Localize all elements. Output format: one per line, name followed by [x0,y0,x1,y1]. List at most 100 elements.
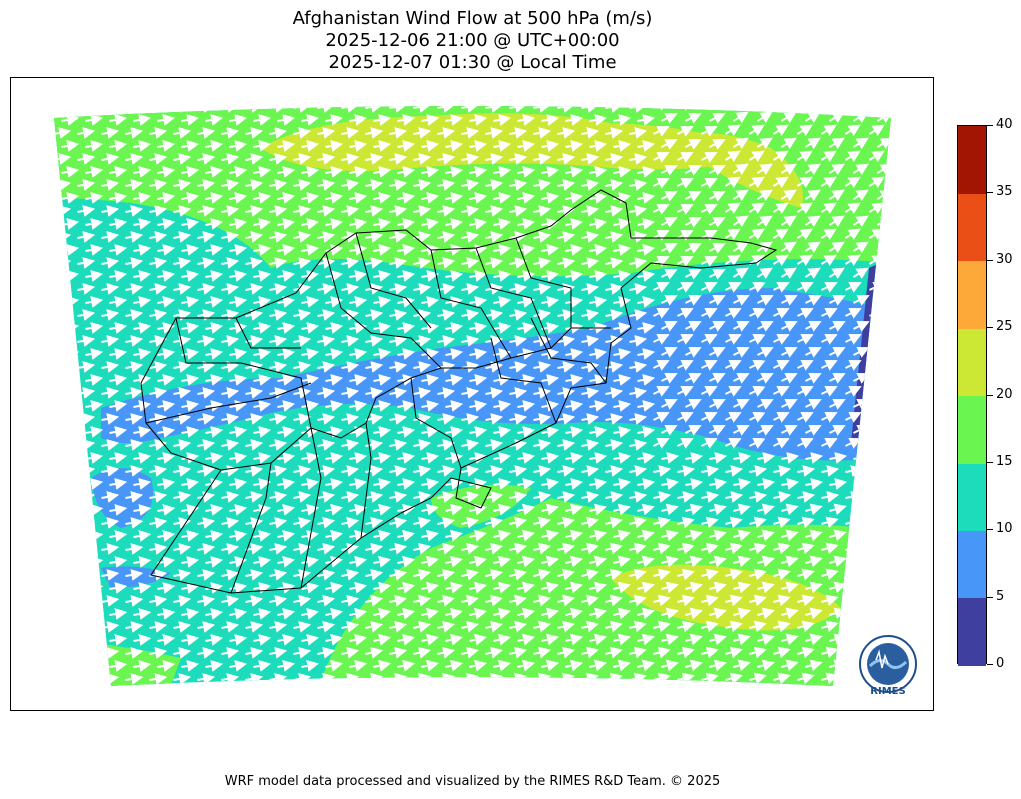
wind-arrow [685,372,702,384]
wind-arrow [877,424,891,436]
wind-arrow [701,281,718,293]
wind-arrow [820,106,837,110]
wind-arrow [641,685,655,686]
wind-arrow [301,374,320,386]
wind-arrow [269,106,288,113]
wind-arrow [461,413,480,425]
wind-arrow [229,348,248,360]
wind-arrow [157,140,176,152]
wind-arrow [661,242,678,254]
wind-arrow [301,322,320,334]
colorbar-segment-35-40 [958,126,986,194]
wind-arrow [844,150,861,162]
wind-arrow [557,413,576,425]
wind-arrow [293,205,312,217]
wind-arrow [229,244,248,256]
wind-arrow [557,153,576,165]
wind-arrow [77,647,96,659]
wind-arrow [61,374,80,386]
wind-arrow [485,672,504,685]
wind-arrow [617,685,631,686]
wind-arrow [725,307,742,319]
wind-arrow [869,620,887,633]
wind-arrow [581,205,600,217]
wind-arrow [796,254,813,266]
wind-arrow [277,322,296,334]
wind-arrow [845,281,862,293]
wind-arrow [901,114,913,121]
wind-arrow [509,179,528,191]
wind-arrow [149,335,168,347]
wind-arrow [173,335,192,347]
wind-arrow [77,543,96,555]
wind-arrow [317,309,336,321]
wind-arrow [389,361,408,373]
wind-arrow [413,335,432,347]
colorbar-tick [987,461,993,463]
utc-time: 2025-12-06 21:00 @ UTC+00:00 [325,30,620,51]
wind-arrow [157,322,176,334]
wind-arrow [724,150,741,162]
wind-arrow [821,385,838,397]
wind-arrow [341,257,360,269]
wind-arrow [901,401,914,407]
wind-arrow [229,400,248,412]
wind-arrow [797,333,814,345]
wind-arrow [301,400,320,412]
wind-arrow [605,127,624,139]
wind-arrow [397,426,416,438]
wind-arrow [565,244,584,256]
wind-arrow [133,218,152,230]
wind-arrow [605,283,624,295]
wind-arrow [205,400,224,412]
wind-arrow [780,241,797,253]
wind-arrow [877,346,891,358]
wind-arrow [605,413,624,425]
wind-arrow [181,244,200,256]
wind-arrow [389,413,408,425]
wind-arrow [901,166,913,173]
wind-arrow [853,555,871,568]
wind-arrow [101,153,120,165]
wind-arrow [613,218,632,230]
wind-arrow [589,140,608,152]
wind-arrow [349,166,368,178]
wind-arrow [829,294,846,306]
wind-arrow [61,114,80,126]
wind-arrow [269,179,288,191]
wind-arrow [629,106,648,113]
wind-arrow [732,215,749,227]
wind-arrow [677,177,694,189]
wind-arrow [77,595,96,607]
wind-arrow [844,106,861,110]
wind-arrow [749,359,766,371]
wind-arrow [868,176,885,188]
wind-arrow [533,335,552,347]
wind-arrow [901,559,914,563]
wind-arrow [373,192,392,204]
wind-arrow [341,361,360,373]
wind-arrow [701,385,718,397]
wind-arrow [637,140,656,152]
wind-arrow [877,372,891,384]
wind-arrow [661,138,678,150]
wind-arrow [61,608,80,620]
wind-arrow [77,231,96,243]
wind-arrow [653,125,670,137]
wind-arrow [461,335,480,347]
wind-arrow [301,296,320,308]
wind-arrow [461,672,480,685]
wind-arrow [157,218,176,230]
wind-arrow [685,112,702,124]
wind-arrow [277,426,296,438]
wind-arrow [605,335,624,347]
wind-arrow [732,241,749,253]
wind-arrow [797,359,814,371]
wind-arrow [852,163,869,175]
wind-arrow [493,192,512,204]
wind-arrow [221,106,240,113]
wind-arrow [629,179,648,191]
wind-arrow [493,166,512,178]
wind-arrow [421,192,440,204]
wind-arrow [733,398,750,410]
